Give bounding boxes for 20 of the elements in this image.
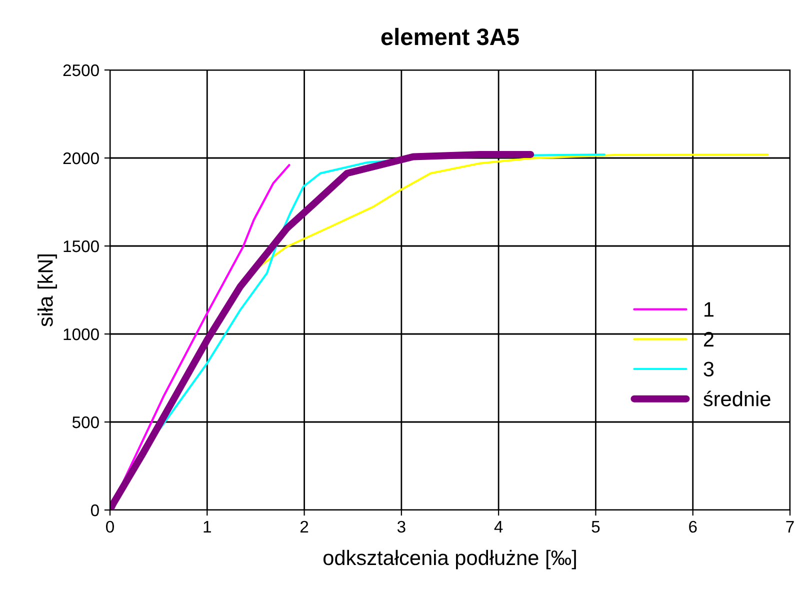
- chart-title: element 3A5: [381, 28, 519, 46]
- x-tick-label: 6: [689, 520, 697, 533]
- legend-label: 3: [704, 362, 714, 377]
- y-tick-label: 0: [90, 504, 99, 516]
- y-axis-title: siła [kN]: [38, 254, 57, 326]
- x-tick-label: 0: [106, 520, 114, 533]
- x-tick-label: 2: [300, 520, 308, 532]
- x-tick-label: 7: [786, 521, 794, 532]
- x-tick-label: 1: [204, 521, 211, 532]
- x-tick-label: 4: [494, 521, 503, 532]
- x-tick-label: 5: [592, 521, 600, 533]
- x-tick-label: 3: [397, 520, 406, 533]
- x-axis-title: odkształcenia podłużne [‰]: [323, 550, 576, 570]
- y-tick-label: 2000: [63, 152, 99, 164]
- y-tick-label: 1000: [64, 328, 99, 340]
- y-tick-label: 1500: [64, 240, 99, 252]
- y-tick-label: 2500: [63, 64, 99, 76]
- legend-label: średnie: [704, 390, 770, 406]
- legend-label: 1: [704, 302, 714, 317]
- y-tick-label: 500: [72, 416, 99, 428]
